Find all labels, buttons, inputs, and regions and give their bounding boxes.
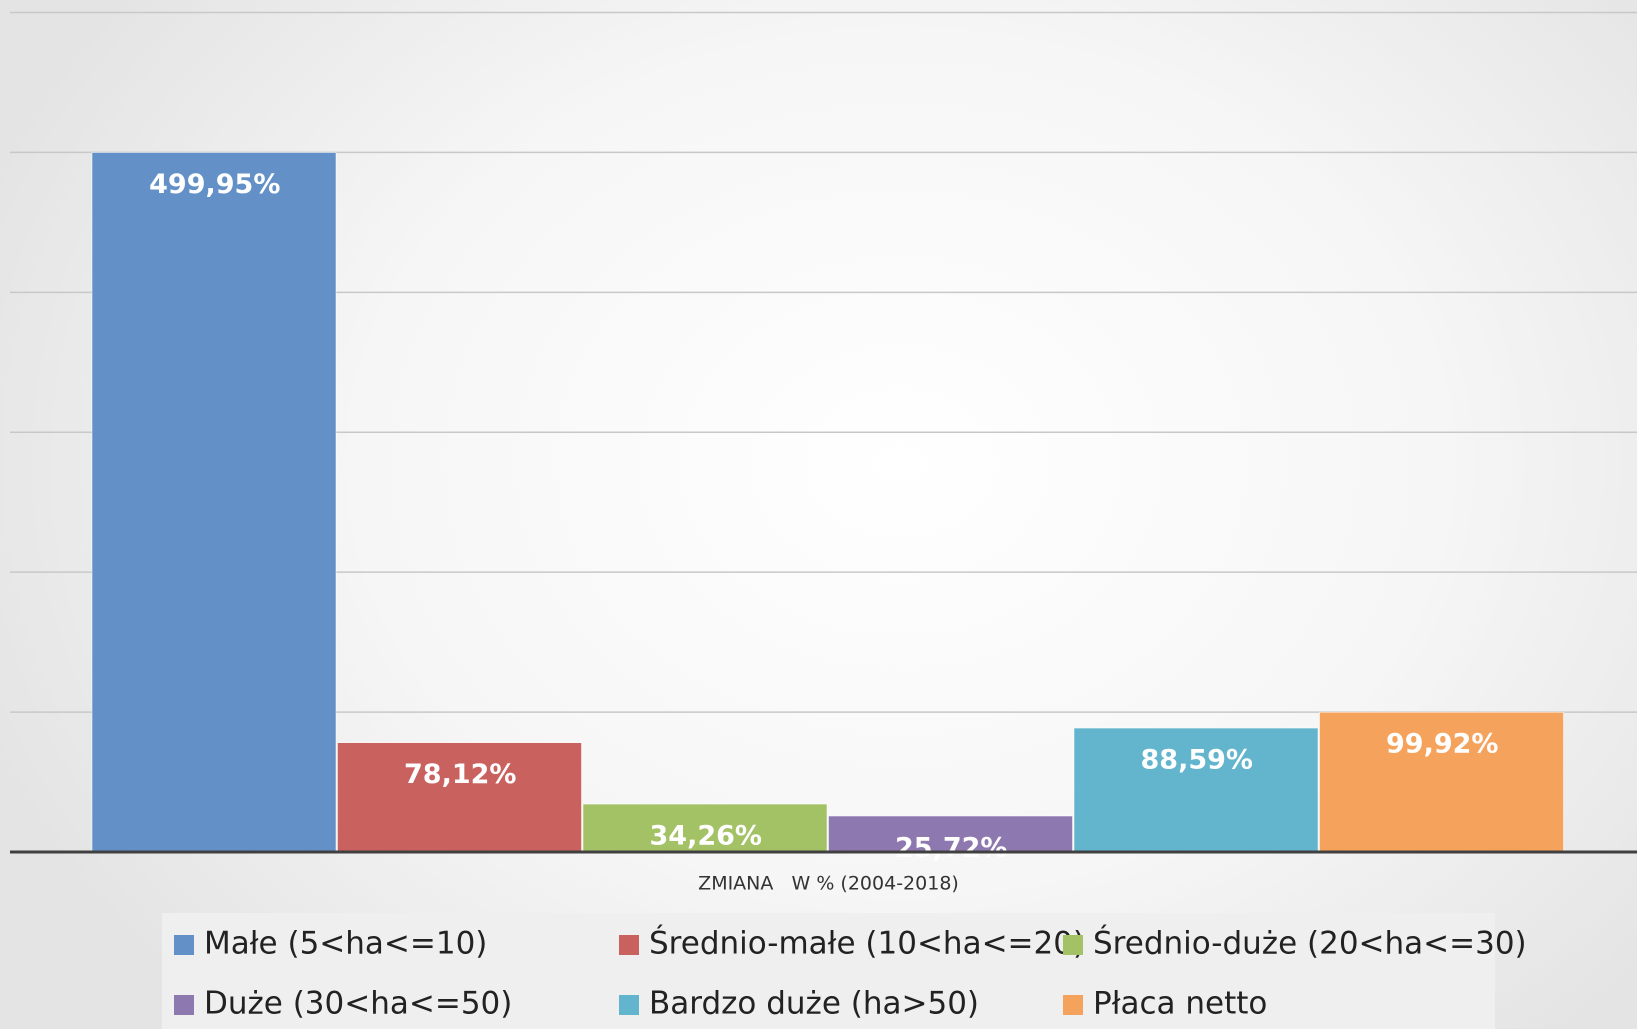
- x-tick-label: ZMIANA W % (2004-2018): [698, 873, 959, 895]
- legend-swatch: [1063, 935, 1083, 955]
- bar: [91, 152, 337, 853]
- legend-swatch: [619, 935, 639, 955]
- value-label: 34,26%: [650, 821, 762, 852]
- value-label: 25,72%: [895, 833, 1007, 864]
- legend-label: Małe (5<ha<=10): [204, 926, 487, 962]
- legend-swatch: [174, 935, 194, 955]
- bar: [582, 803, 828, 853]
- bar: [337, 742, 582, 853]
- legend-box: [162, 913, 1495, 1029]
- legend-label: Bardzo duże (ha>50): [649, 986, 979, 1022]
- bar: [1073, 727, 1319, 853]
- value-label: 88,59%: [1141, 745, 1253, 776]
- legend-label: Średnio-małe (10<ha<=20): [649, 925, 1085, 962]
- value-label: 78,12%: [404, 759, 516, 790]
- legend-swatch: [1063, 995, 1083, 1015]
- bar: [1319, 711, 1564, 853]
- value-label: 499,95%: [149, 169, 280, 200]
- legend-label: Duże (30<ha<=50): [204, 986, 512, 1022]
- legend-label: Płaca netto: [1093, 986, 1267, 1022]
- legend-label: Średnio-duże (20<ha<=30): [1093, 925, 1527, 962]
- legend-swatch: [174, 995, 194, 1015]
- legend-swatch: [619, 995, 639, 1015]
- value-label: 99,92%: [1386, 729, 1498, 760]
